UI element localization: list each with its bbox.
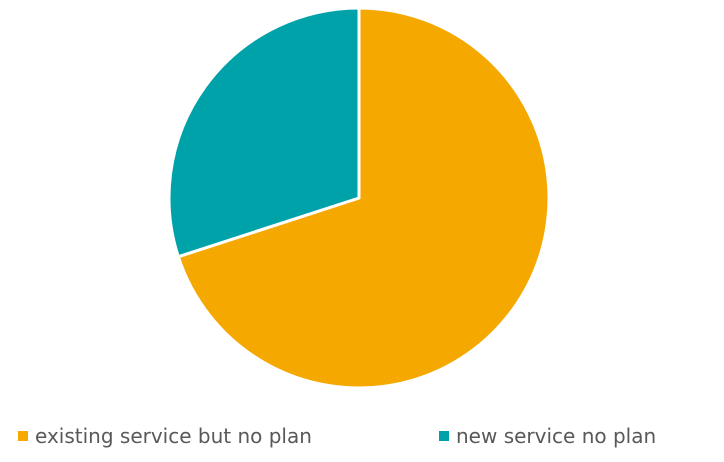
- pie-plot: [167, 6, 551, 390]
- legend-item-existing-service: existing service but no plan: [18, 421, 312, 451]
- pie-slice-existing-service-but-no-plan: [176, 6, 551, 390]
- pie-slice-new-service-no-plan: [167, 6, 361, 259]
- legend-label-existing-service: existing service but no plan: [35, 424, 312, 448]
- legend-item-new-service: new service no plan: [439, 421, 656, 451]
- legend-label-new-service: new service no plan: [456, 424, 657, 448]
- legend-swatch-existing-service: [18, 431, 28, 441]
- legend-swatch-new-service: [439, 431, 449, 441]
- legend: existing service but no plan new service…: [0, 421, 724, 451]
